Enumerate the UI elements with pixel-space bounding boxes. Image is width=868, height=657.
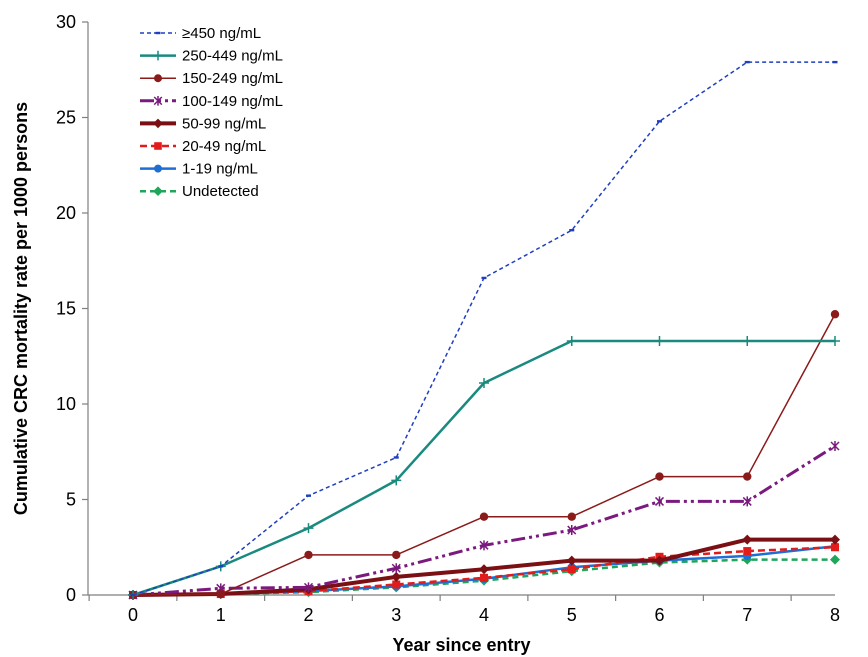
data-point <box>153 186 163 196</box>
data-point <box>153 96 163 106</box>
x-tick-label: 6 <box>654 605 664 625</box>
legend-label: 20-49 ng/mL <box>182 138 266 155</box>
legend-item: 100-149 ng/mL <box>140 93 283 110</box>
data-point <box>392 550 401 560</box>
data-point <box>654 555 665 566</box>
data-point <box>654 496 665 507</box>
legend-label: 50-99 ng/mL <box>182 115 266 132</box>
data-point <box>742 534 753 545</box>
series-layer <box>128 60 840 600</box>
data-point <box>393 456 399 459</box>
legend-label: Undetected <box>182 183 259 200</box>
data-point <box>130 593 136 597</box>
y-tick-label: 10 <box>56 394 76 414</box>
legend-item: 250-449 ng/mL <box>140 48 283 65</box>
data-point <box>566 335 577 346</box>
x-tick-label: 4 <box>479 605 489 625</box>
data-point <box>154 164 162 173</box>
data-point <box>481 276 487 280</box>
data-point <box>830 310 840 319</box>
data-point <box>657 120 662 123</box>
data-point <box>831 543 839 552</box>
data-point <box>304 550 313 560</box>
series-1 <box>130 60 838 597</box>
series-2 <box>128 335 840 600</box>
series-line <box>132 546 836 597</box>
data-point <box>655 472 664 481</box>
legend-item: 1-19 ng/mL <box>140 161 258 178</box>
data-point <box>830 441 840 452</box>
data-point <box>654 335 665 346</box>
data-point <box>154 142 162 150</box>
x-tick-label: 1 <box>216 605 226 625</box>
x-tick-label: 7 <box>742 605 752 625</box>
data-point <box>154 74 162 83</box>
x-tick-label: 0 <box>128 605 138 625</box>
data-point <box>216 589 225 599</box>
series-3 <box>128 310 840 600</box>
y-tick-label: 20 <box>56 203 76 223</box>
data-point <box>830 554 840 565</box>
data-point <box>391 475 402 486</box>
data-point <box>480 573 488 582</box>
data-point <box>391 571 402 582</box>
data-point <box>155 31 161 35</box>
data-point <box>479 512 489 521</box>
x-tick-label: 8 <box>830 605 840 625</box>
legend-item: Undetected <box>140 183 259 200</box>
data-point <box>306 494 311 497</box>
legend-label: 100-149 ng/mL <box>182 93 283 110</box>
data-point <box>569 228 575 232</box>
data-point <box>218 565 224 568</box>
axes: 0 5 10 15 20 25 30 0 1 2 3 4 5 6 7 8 <box>56 12 840 625</box>
data-point <box>392 580 401 589</box>
x-tick-label: 2 <box>303 605 313 625</box>
data-point <box>743 472 752 481</box>
legend-label: ≥450 ng/mL <box>182 25 261 42</box>
legend-item: 150-249 ng/mL <box>140 70 283 87</box>
legend-item: 20-49 ng/mL <box>140 138 266 155</box>
legend-label: 1-19 ng/mL <box>182 161 258 178</box>
data-point <box>479 540 489 551</box>
x-tick-label: 3 <box>391 605 401 625</box>
data-point <box>153 50 163 61</box>
y-tick-label: 15 <box>56 299 76 319</box>
data-point <box>830 335 840 346</box>
y-tick-label: 0 <box>66 585 76 605</box>
y-tick-label: 5 <box>66 490 76 510</box>
data-point <box>153 118 163 129</box>
legend-item: ≥450 ng/mL <box>140 25 261 42</box>
data-point <box>479 564 489 575</box>
data-point <box>567 525 577 536</box>
x-tick-label: 5 <box>567 605 577 625</box>
data-point <box>567 512 576 521</box>
legend: ≥450 ng/mL 250-449 ng/mL 150-249 ng/mL 100-… <box>140 25 283 200</box>
data-point <box>832 60 838 64</box>
data-point <box>744 60 750 64</box>
data-point <box>303 523 314 534</box>
data-point <box>303 582 314 593</box>
data-point <box>830 534 840 545</box>
y-axis-title: Cumulative CRC mortality rate per 1000 p… <box>11 102 31 515</box>
legend-label: 250-449 ng/mL <box>182 48 283 65</box>
y-tick-label: 25 <box>56 108 76 128</box>
legend-item: 50-99 ng/mL <box>140 115 266 132</box>
data-point <box>566 555 577 566</box>
data-point <box>742 496 752 507</box>
data-point <box>743 547 752 556</box>
data-point <box>742 335 753 346</box>
x-axis-title: Year since entry <box>392 635 530 655</box>
data-point <box>479 377 489 388</box>
data-point <box>391 563 401 574</box>
y-tick-label: 30 <box>56 12 76 32</box>
data-point <box>567 565 576 574</box>
legend-label: 150-249 ng/mL <box>182 70 283 87</box>
